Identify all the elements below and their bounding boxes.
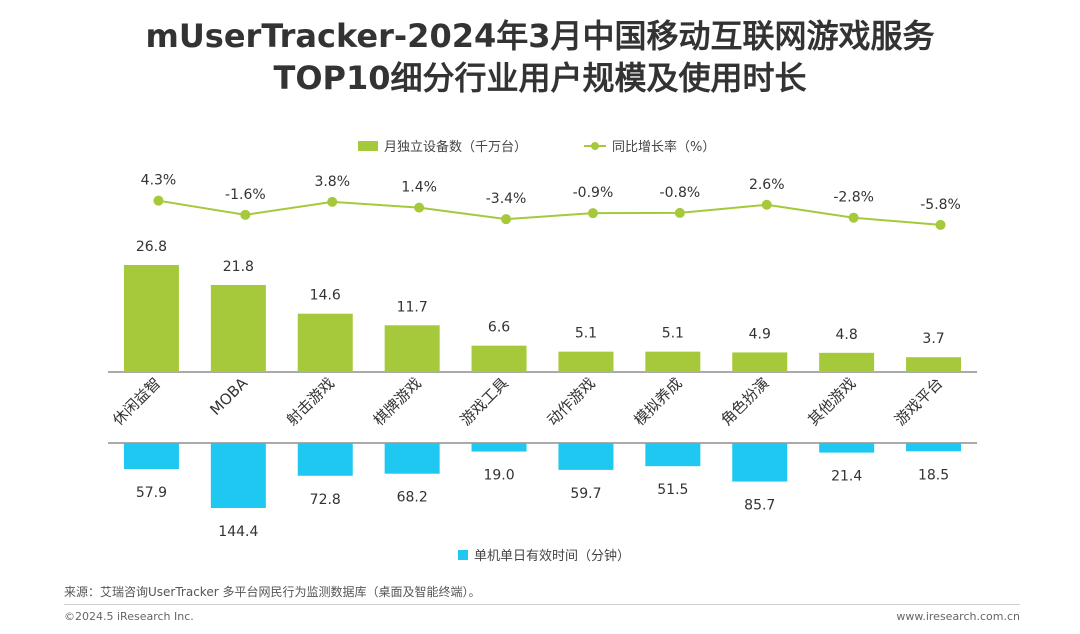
copyright: ©2024.5 iResearch Inc. [64,610,194,623]
bar-users-label-0: 26.8 [136,239,167,255]
category-label-7: 角色扮演 [717,374,772,429]
line-growth-label-6: -0.8% [660,185,701,201]
category-label-8: 其他游戏 [804,374,859,429]
bar-users-2 [297,313,353,372]
bar-time-7 [732,443,788,482]
website: www.iresearch.com.cn [896,610,1020,623]
bar-time-label-6: 51.5 [657,482,688,498]
bar-time-label-7: 85.7 [744,498,775,514]
line-growth-label-8: -2.8% [833,190,874,206]
bar-users-8 [819,352,875,372]
bar-time-9 [906,443,962,452]
line-growth-label-1: -1.6% [225,187,266,203]
bar-time-3 [384,443,440,474]
bar-time-label-0: 57.9 [136,485,167,501]
legend-time-swatch [458,549,468,560]
bar-users-label-1: 21.8 [223,259,254,275]
category-label-4: 游戏工具 [457,374,512,429]
line-growth-point-4 [501,214,512,225]
bar-users-9 [906,357,962,372]
legend-time-label: 单机单日有效时间（分钟） [474,549,631,564]
bar-time-label-9: 18.5 [918,467,949,483]
category-label-0: 休闲益智 [109,374,164,429]
line-growth-label-3: 1.4% [401,180,437,196]
category-label-9: 游戏平台 [891,374,946,429]
category-label-3: 棋牌游戏 [370,374,425,429]
bar-users-7 [732,352,788,372]
legend-line: 同比增长率（%） [584,136,715,155]
line-growth-point-5 [587,208,598,219]
bar-time-label-3: 68.2 [397,490,428,506]
category-label-5: 动作游戏 [544,374,599,429]
bar-users-0 [123,265,179,372]
legend-time: 单机单日有效时间（分钟） [458,545,630,564]
line-growth-label-0: 4.3% [141,173,177,189]
chart-title-line-1: mUserTracker-2024年3月中国移动互联网游戏服务 [145,17,935,55]
bar-users-label-5: 5.1 [575,326,597,342]
line-growth-point-9 [935,219,946,230]
line-growth-label-9: -5.8% [920,197,961,213]
bar-time-label-4: 19.0 [483,468,514,484]
bar-time-label-5: 59.7 [570,486,601,502]
bar-time-6 [645,443,701,467]
bar-time-1 [210,443,266,508]
bar-time-5 [558,443,614,470]
bar-users-4 [471,345,527,372]
bar-users-label-6: 5.1 [662,326,684,342]
line-growth-point-7 [761,199,772,210]
line-growth-label-4: -3.4% [486,191,527,207]
bar-users-label-2: 14.6 [310,288,341,304]
line-growth-label-7: 2.6% [749,177,785,193]
line-growth-point-0 [153,195,164,206]
line-growth-series [158,199,941,226]
line-growth-label-2: 3.8% [314,174,350,190]
bar-users-label-7: 4.9 [749,326,771,342]
bar-users-label-8: 4.8 [836,327,858,343]
bar-time-0 [123,443,179,470]
category-label-6: 模拟养成 [631,374,686,429]
bar-users-label-3: 11.7 [397,299,428,315]
legend-bar-label: 月独立设备数（千万台） [384,140,528,155]
line-growth-point-2 [327,196,338,207]
line-growth-point-6 [674,207,685,218]
bar-users-5 [558,351,614,372]
bar-users-1 [210,284,266,372]
line-growth-point-3 [414,202,425,213]
bar-time-4 [471,443,527,452]
bar-time-2 [297,443,353,476]
bar-time-label-8: 21.4 [831,469,862,485]
source-note: 来源：艾瑞咨询UserTracker 多平台网民行为监测数据库（桌面及智能终端）… [64,585,481,599]
line-growth-point-8 [848,212,859,223]
legend-bar-swatch [358,140,378,151]
line-growth-point-1 [240,209,251,220]
bar-time-label-2: 72.8 [310,492,341,508]
bar-users-3 [384,325,440,372]
category-label-2: 射击游戏 [283,374,338,429]
legend-line-swatch [584,141,606,151]
bar-time-label-1: 144.4 [218,524,258,540]
line-growth-label-5: -0.9% [573,185,614,201]
bar-time-8 [819,443,875,453]
bar-users-label-4: 6.6 [488,320,510,336]
category-label-1: MOBA [206,374,251,419]
bar-users-6 [645,351,701,372]
footer-divider [64,604,1020,605]
bar-users-label-9: 3.7 [922,331,944,347]
chart-title-line-2: TOP10细分行业用户规模及使用时长 [273,59,807,97]
legend-line-label: 同比增长率（%） [612,140,716,155]
legend-bar: 月独立设备数（千万台） [358,136,527,155]
